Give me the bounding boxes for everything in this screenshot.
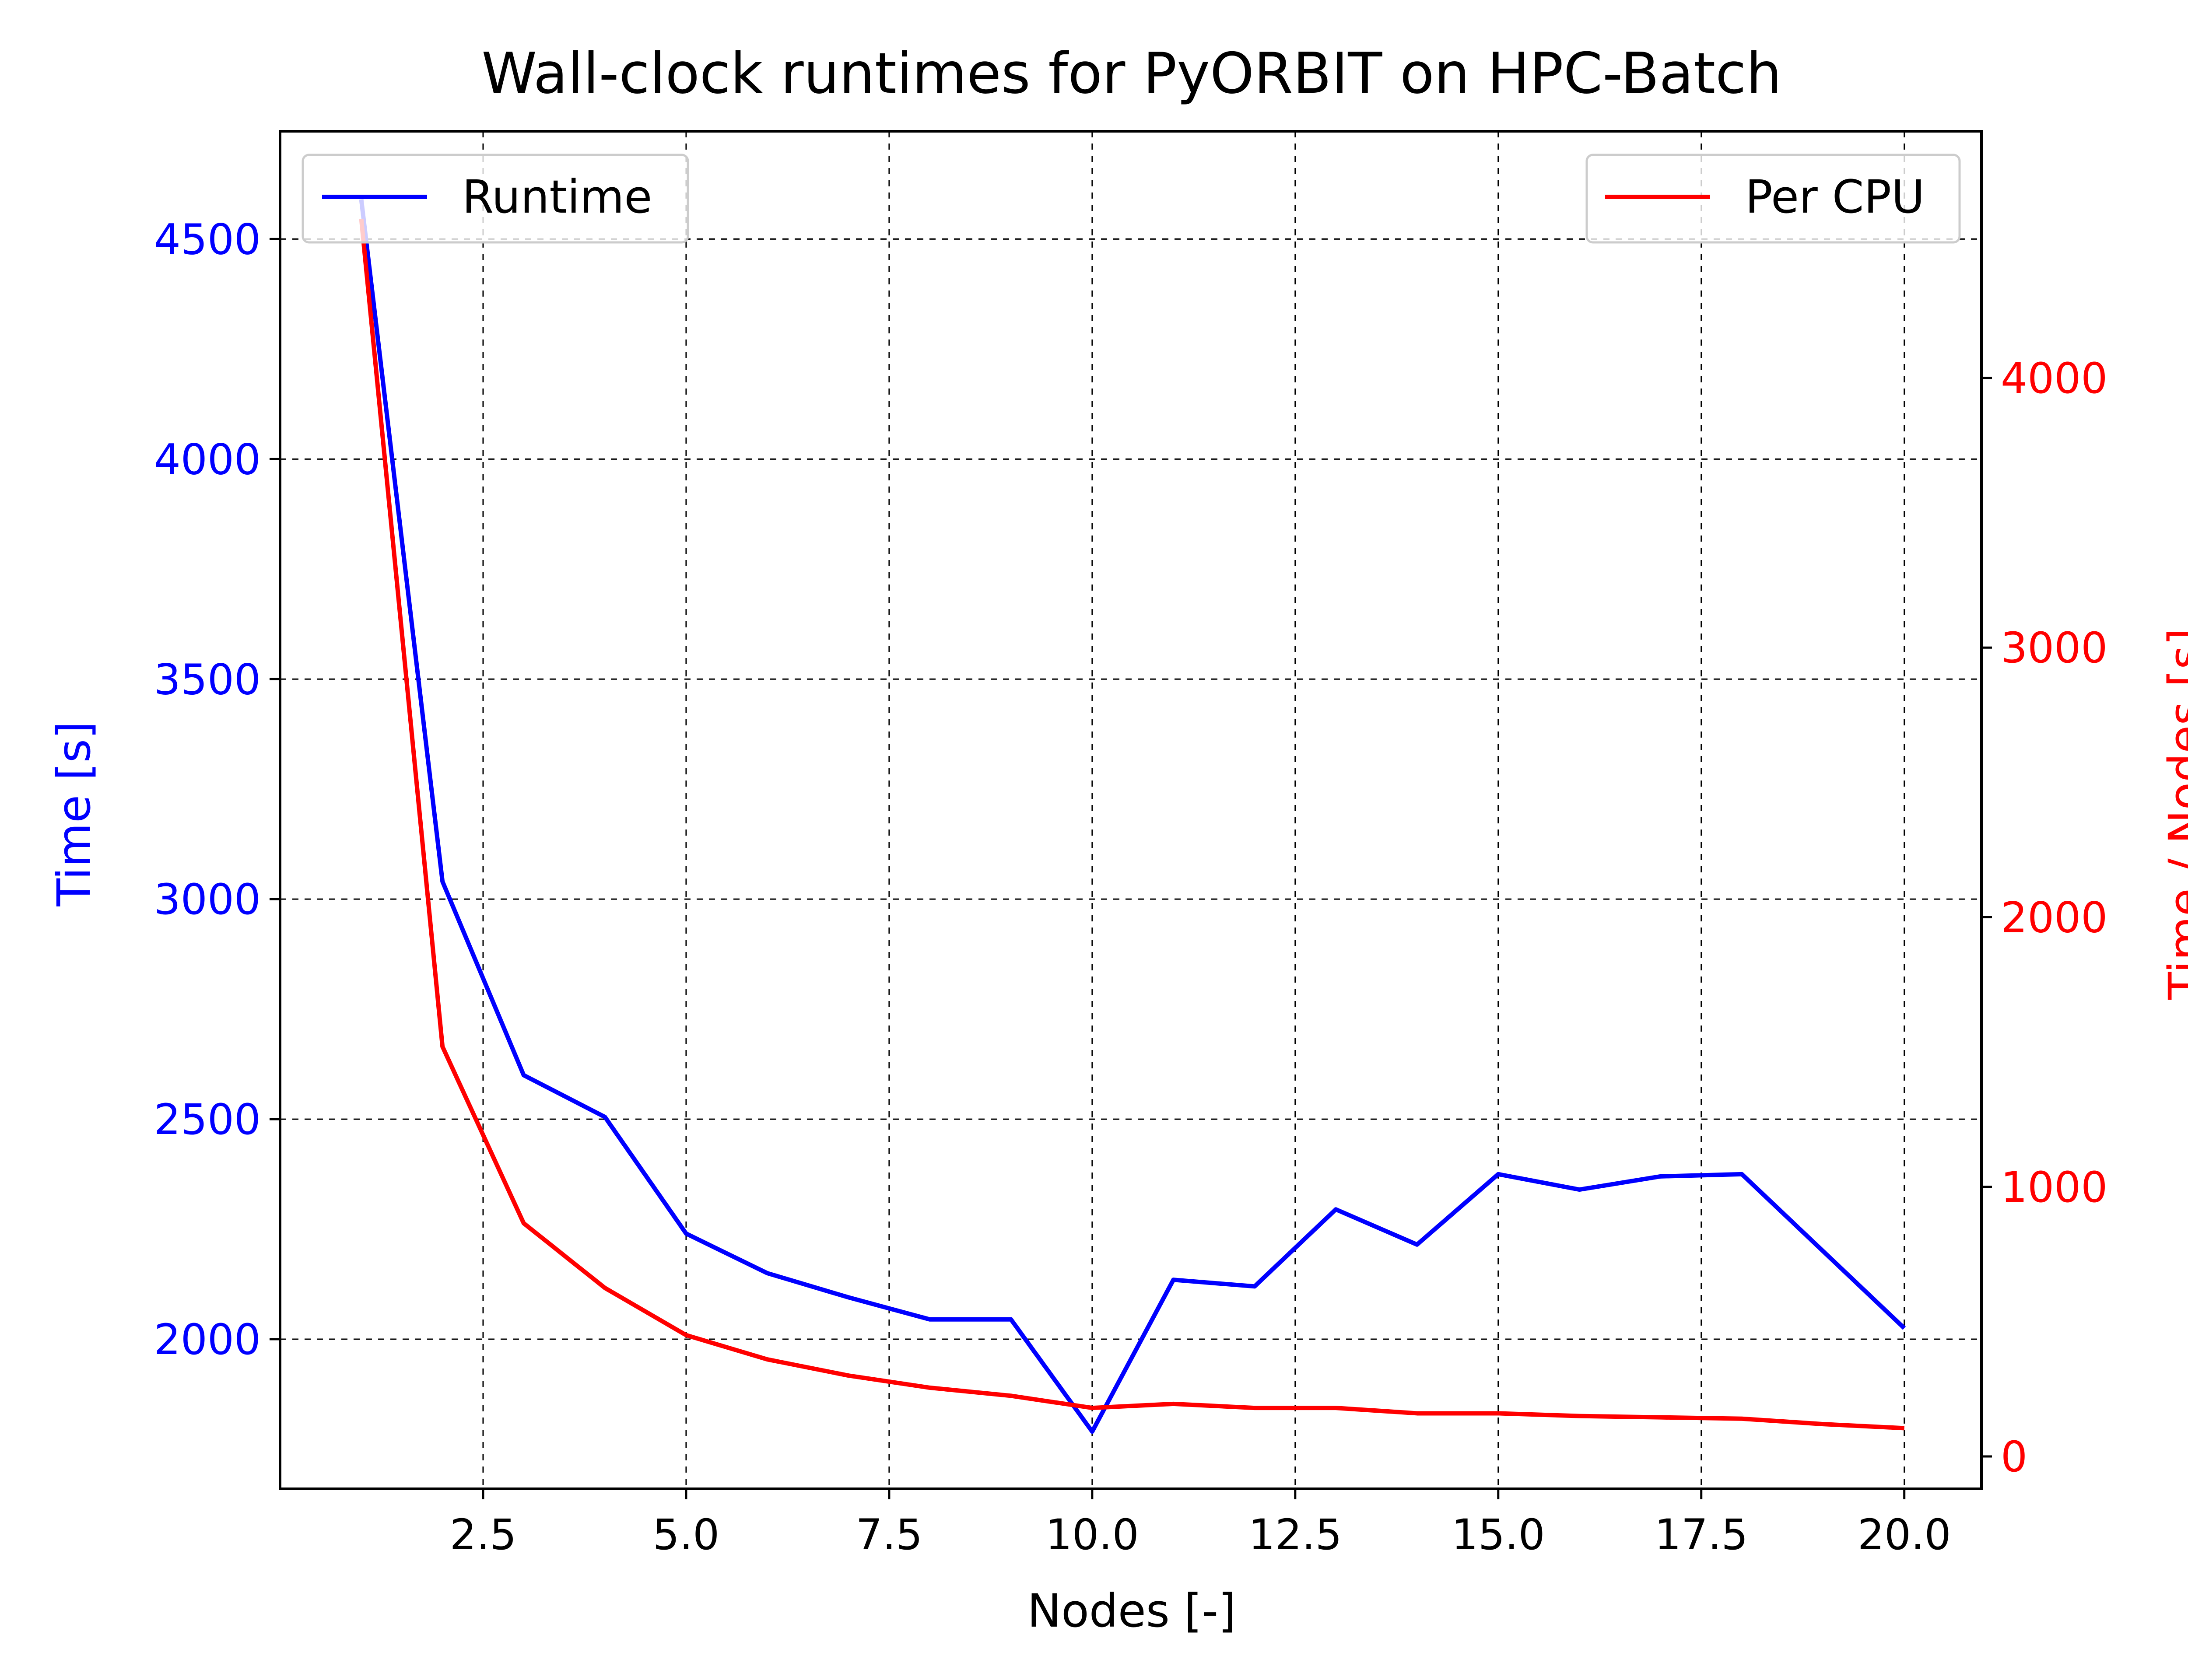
x-tick-label: 7.5	[856, 1510, 923, 1559]
y-right-tick-label: 4000	[2001, 354, 2107, 403]
y-left-tick-label: 3500	[154, 655, 261, 704]
x-tick-label: 10.0	[1045, 1510, 1139, 1559]
y-right-tick-label: 3000	[2001, 623, 2107, 672]
chart-title: Wall-clock runtimes for PyORBIT on HPC-B…	[481, 41, 1781, 106]
grid	[280, 131, 1981, 1489]
legend-per-cpu-frame	[1585, 154, 1961, 244]
legend-runtime: Runtime	[302, 154, 689, 244]
y-right-axis-label: Time / Nodes [s]	[2159, 628, 2188, 1000]
plot-frame	[279, 130, 1983, 1490]
y-right-tick-label: 1000	[2001, 1163, 2107, 1212]
per-cpu-line	[359, 218, 1904, 1431]
y-left-tick-label: 4000	[154, 435, 261, 484]
y-left-tick-label: 3000	[154, 875, 261, 924]
x-tick-label: 5.0	[653, 1510, 720, 1559]
y-right-tick-label: 0	[2001, 1432, 2027, 1481]
x-axis-label: Nodes [-]	[1027, 1584, 1236, 1638]
y-left-tick-label: 2000	[154, 1315, 261, 1364]
runtime-line	[359, 199, 1906, 1434]
x-tick-label: 17.5	[1655, 1510, 1748, 1559]
x-axis-ticks: 2.5 5.0 7.5 10.0 12.5 15.0 17.5 20.0	[450, 1489, 1951, 1559]
y-left-tick-label: 2500	[154, 1095, 261, 1144]
legend-runtime-frame	[302, 154, 689, 244]
series-layer	[359, 199, 1906, 1434]
x-tick-label: 2.5	[450, 1510, 517, 1559]
legend-runtime-label: Runtime	[462, 170, 652, 224]
y-left-axis-label: Time [s]	[47, 721, 101, 907]
x-tick-label: 20.0	[1858, 1510, 1951, 1559]
y-left-tick-label: 4500	[154, 215, 261, 264]
y-left-axis-ticks: 2000 2500 3000 3500 4000 4500	[154, 215, 280, 1364]
y-right-tick-label: 2000	[2001, 893, 2107, 942]
x-tick-label: 15.0	[1452, 1510, 1545, 1559]
x-tick-label: 12.5	[1248, 1510, 1342, 1559]
legend-per-cpu: Per CPU	[1585, 154, 1961, 244]
legend-per-cpu-label: Per CPU	[1745, 170, 1925, 224]
y-right-axis-ticks: 0 1000 2000 3000 4000	[1981, 354, 2107, 1481]
